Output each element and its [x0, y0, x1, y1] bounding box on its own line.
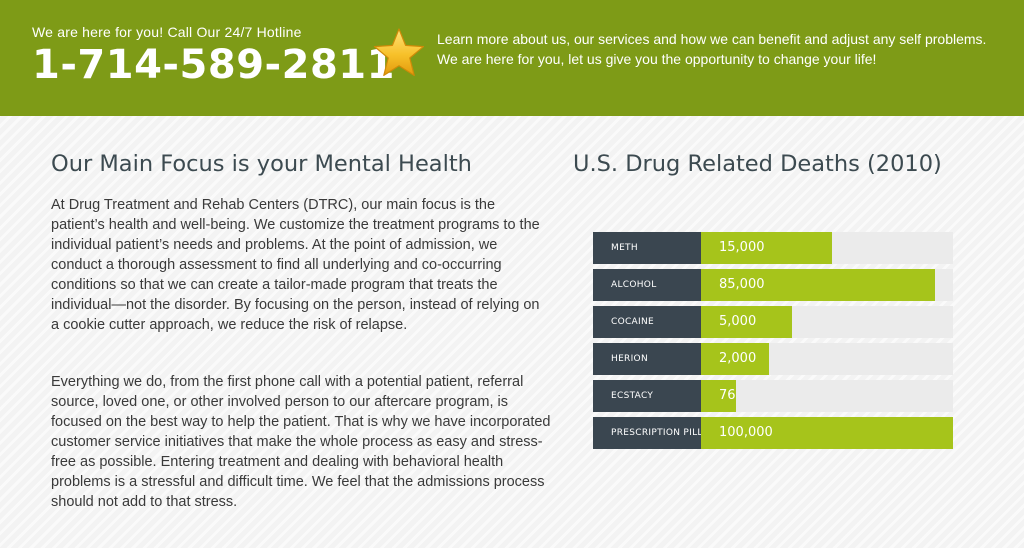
bar-row-herion: HERION 2,000: [593, 343, 953, 375]
bar-fill: [701, 380, 736, 412]
hotline-banner: We are here for you! Call Our 24/7 Hotli…: [0, 0, 1024, 116]
bar-row-meth: METH 15,000: [593, 232, 953, 264]
bar-track: 15,000: [701, 232, 953, 264]
bar-category-label: PRESCRIPTION PILLS: [593, 417, 708, 449]
bar-track: 2,000: [701, 343, 953, 375]
star-icon: [373, 28, 425, 76]
bar-row-cocaine: COCAINE 5,000: [593, 306, 953, 338]
bar-category-label: ALCOHOL: [593, 269, 701, 301]
bar-value-label: 76: [719, 388, 736, 403]
hotline-phone-number[interactable]: 1-714-589-2811: [32, 42, 395, 88]
drug-deaths-bar-chart: METH 15,000 ALCOHOL 85,000 COCAINE 5,000 HERIO…: [593, 232, 953, 454]
chart-title: U.S. Drug Related Deaths (2010): [573, 151, 942, 177]
bar-value-label: 85,000: [719, 277, 765, 292]
bar-fill: [701, 417, 953, 449]
header-blurb: Learn more about us, our services and ho…: [437, 31, 987, 67]
bar-row-prescription-pills: PRESCRIPTION PILLS 100,000: [593, 417, 953, 449]
main-focus-paragraph-1: At Drug Treatment and Rehab Centers (DTR…: [51, 197, 540, 333]
bar-fill: [701, 306, 792, 338]
bar-fill: [701, 343, 769, 375]
bar-track: 5,000: [701, 306, 953, 338]
bar-category-label: ECSTACY: [593, 380, 701, 412]
bar-value-label: 2,000: [719, 351, 757, 366]
bar-track: 100,000: [701, 417, 953, 449]
bar-row-alcohol: ALCOHOL 85,000: [593, 269, 953, 301]
bar-category-label: HERION: [593, 343, 701, 375]
bar-category-label: METH: [593, 232, 701, 264]
bar-fill: [701, 232, 832, 264]
main-focus-paragraph-2: Everything we do, from the first phone c…: [51, 374, 551, 510]
bar-value-label: 15,000: [719, 240, 765, 255]
bar-category-label: COCAINE: [593, 306, 701, 338]
bar-row-ecstacy: ECSTACY 76: [593, 380, 953, 412]
bar-value-label: 5,000: [719, 314, 757, 329]
main-focus-heading: Our Main Focus is your Mental Health: [51, 151, 472, 177]
bar-track: 85,000: [701, 269, 953, 301]
bar-fill: [701, 269, 935, 301]
bar-value-label: 100,000: [719, 425, 773, 440]
bar-track: 76: [701, 380, 953, 412]
hotline-label: We are here for you! Call Our 24/7 Hotli…: [32, 24, 302, 40]
